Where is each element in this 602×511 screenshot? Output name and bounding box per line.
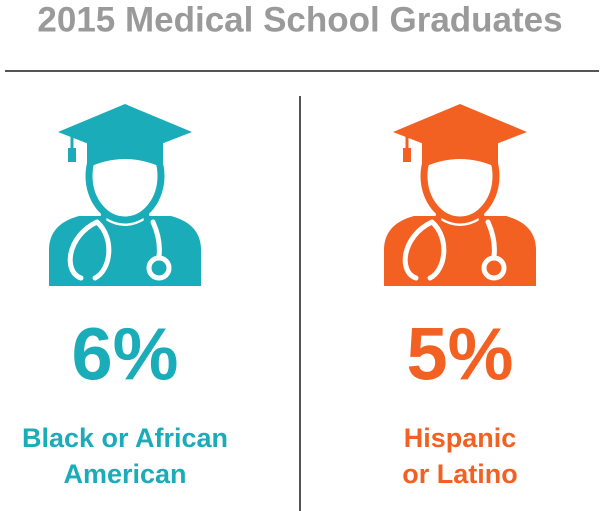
percent: 5%	[407, 313, 514, 396]
stethoscope-line	[485, 219, 497, 259]
tassel	[68, 148, 76, 162]
mortarboard	[393, 104, 527, 158]
stethoscope-tube	[67, 219, 112, 281]
group-label: American	[63, 459, 186, 489]
group-label: or Latino	[402, 459, 518, 489]
title: 2015 Medical School Graduates	[37, 0, 562, 39]
group-label: Black or African	[22, 423, 228, 453]
stethoscope-tube	[402, 219, 447, 281]
stethoscope-line	[150, 219, 162, 259]
group-label: Hispanic	[404, 423, 517, 453]
tassel	[403, 148, 411, 162]
mortarboard	[58, 104, 192, 158]
graduate-icon	[384, 104, 536, 286]
percent: 6%	[72, 313, 179, 396]
graduate-icon	[49, 104, 201, 286]
stethoscope-chest	[146, 255, 172, 281]
stethoscope-chest	[481, 255, 507, 281]
